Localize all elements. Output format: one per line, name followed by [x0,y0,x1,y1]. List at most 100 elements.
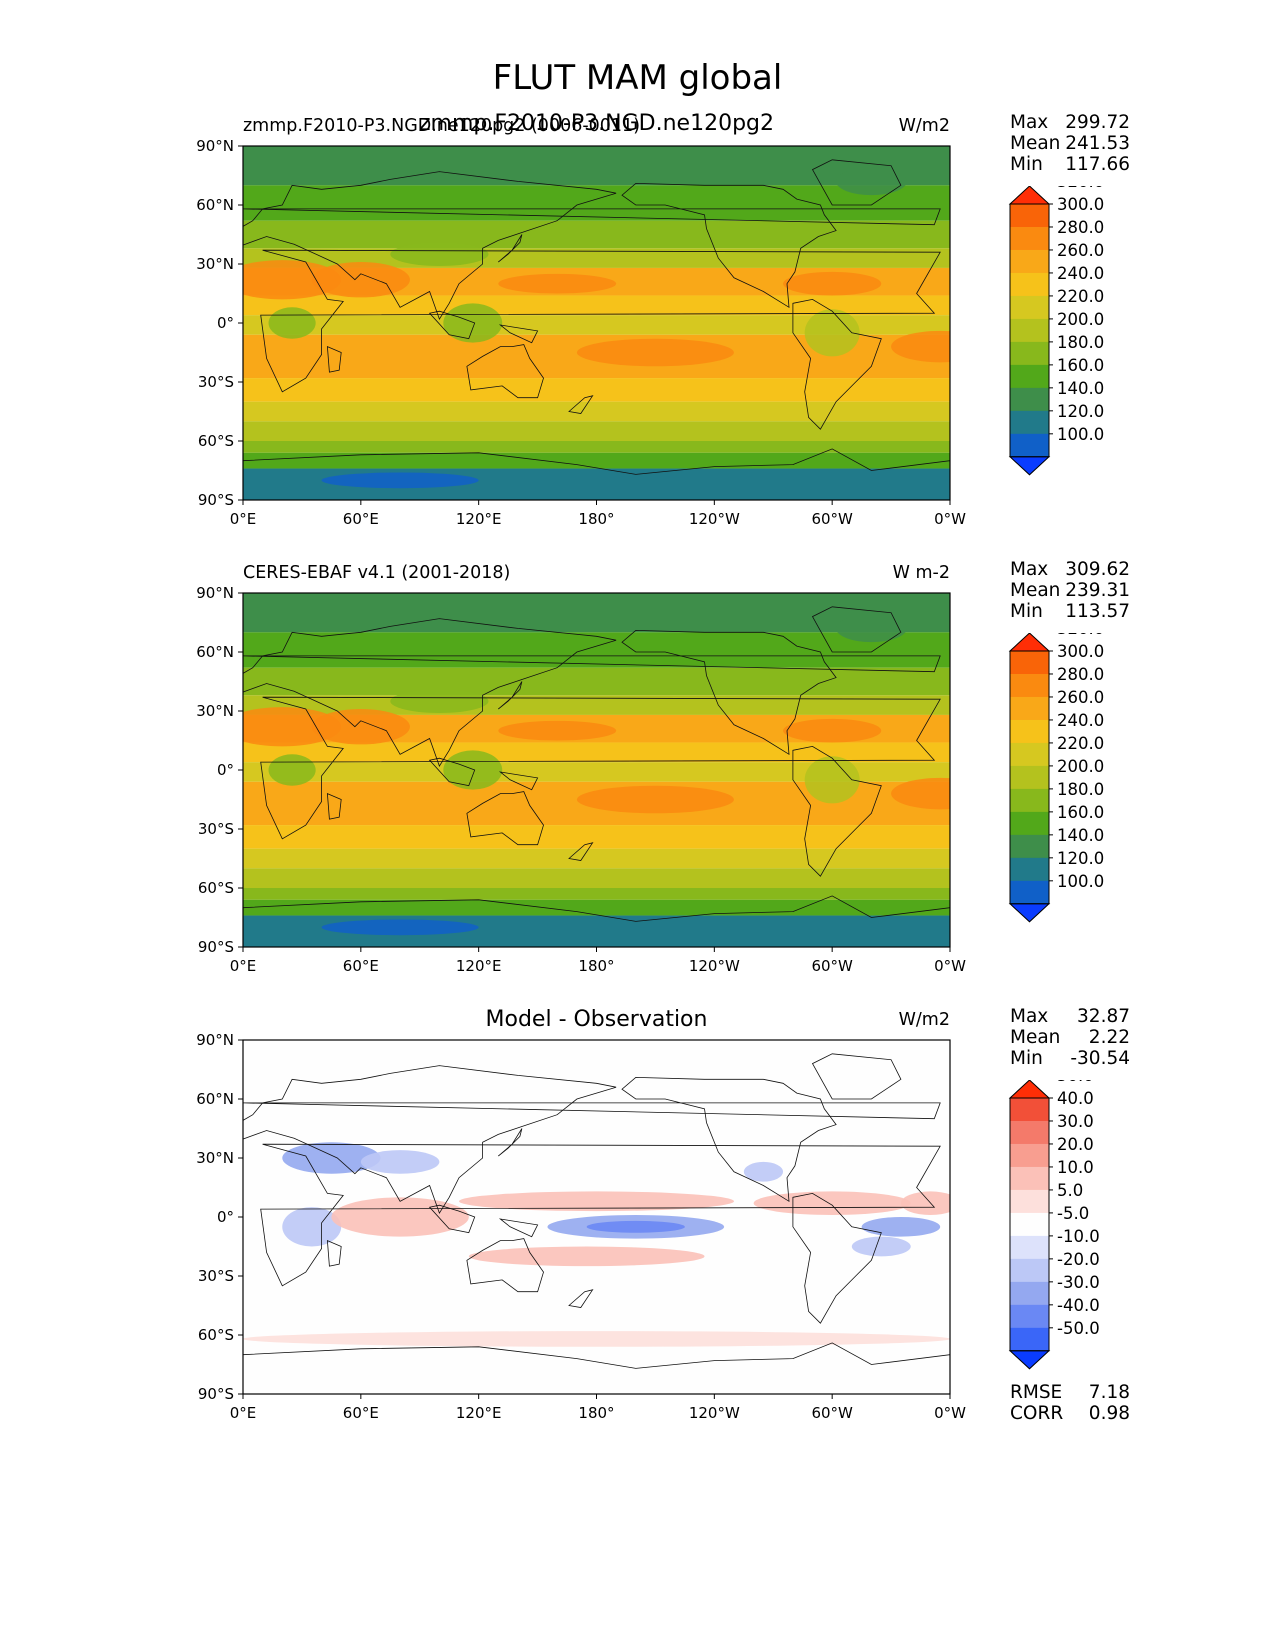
field-band [243,762,950,782]
colorbar-segment [1010,673,1049,698]
colorbar-level-label: -20.0 [1057,1250,1100,1269]
colorbar-level-label: 5.0 [1057,1181,1083,1200]
colorbar-segment [1010,341,1049,366]
coastline [243,655,941,673]
field-patch [498,720,617,741]
coastline [498,234,523,263]
y-tick-label: 0° [217,761,234,779]
colorbar-level-label: 20.0 [1057,1135,1094,1154]
map-field [243,593,950,947]
field-band [243,315,950,335]
coastline [568,395,594,414]
y-tick-label: 30°N [196,255,234,273]
field-patch [311,262,410,298]
field-patch [321,919,479,936]
metric-label: CORR [1010,1403,1064,1424]
colorbar-segment [1010,1327,1049,1352]
colorbar-segment [1010,788,1049,813]
field-patch [468,1246,705,1267]
colorbar-level-label: 160.0 [1057,356,1104,375]
field-patch [753,1191,911,1216]
colorbar-segment [1010,433,1049,458]
field-patch [851,1236,911,1257]
stat-value: 117.66 [1065,154,1130,175]
field-patch [243,260,342,300]
colorbar-segment [1010,1258,1049,1283]
field-band [243,401,950,422]
field-patch [861,1217,941,1237]
x-tick-label: 0°E [230,1404,257,1422]
y-tick-label: 90°S [198,1385,234,1403]
coastline [621,182,837,309]
colorbar-level-label: 100.0 [1057,425,1104,444]
coastline [498,771,539,791]
x-tick-label: 60°W [811,1404,853,1422]
colorbar-segment [1010,1281,1049,1306]
x-tick-label: 120°E [456,510,502,528]
x-tick-label: 120°W [689,957,740,975]
coastline [260,1143,941,1287]
coastline [260,249,941,393]
stat-label: Mean [1010,580,1061,601]
colorbar-segment [1010,1098,1049,1122]
field-band [243,295,950,316]
field-patch [268,754,316,786]
colorbar-level-label: -5.0 [1057,1204,1089,1223]
coastline [811,1053,902,1100]
colorbar-level-label: 300.0 [1057,195,1104,214]
coastline [326,345,342,373]
field-patch [891,777,950,810]
field-band [243,185,950,221]
colorbar-segment [1010,765,1049,790]
field-band [243,848,950,869]
colorbar-segment [1010,1189,1049,1214]
colorbar-segment [1010,742,1049,767]
field-band [243,441,950,453]
coastline [243,618,617,768]
stat-label: Mean [1010,1027,1061,1048]
colorbar-level-label: 160.0 [1057,803,1104,822]
colorbar-level-label: 280.0 [1057,218,1104,237]
stat-value: 241.53 [1065,133,1130,154]
colorbar-segment [1010,880,1049,905]
field-patch [459,1191,734,1212]
colorbar-extend-max [1008,633,1051,652]
y-tick-label: 60°S [198,879,234,897]
field-patch [321,472,479,489]
y-tick-label: 60°N [196,643,234,661]
colorbar: -50.0 -40.0 -30.0 -20.0 -10.0 -5.0 5.0 10.0 20.0… [1008,1080,1100,1370]
coastline [621,629,837,756]
stat-value: 32.87 [1077,1006,1130,1027]
coastline [466,344,544,399]
colorbar-segment [1010,696,1049,721]
colorbar-segment [1010,387,1049,412]
panel-title-units: W/m2 [898,116,950,136]
panel-title-units: W/m2 [898,1010,950,1030]
colorbar-level-label: 140.0 [1057,826,1104,845]
coastline [428,757,476,787]
colorbar-level-label: 50.0 [1057,1080,1094,1085]
colorbar-level-label: 180.0 [1057,333,1104,352]
y-tick-label: 90°N [196,138,234,155]
y-tick-label: 60°N [196,1090,234,1108]
field-band [243,899,950,916]
colorbar-segment [1010,834,1049,859]
coastline [466,791,544,846]
field-band [243,632,950,668]
stat-label: Min [1010,1048,1043,1069]
colorbar-segment [1010,410,1049,435]
x-tick-label: 120°W [689,510,740,528]
coastline [568,1289,594,1308]
colorbar-segment [1010,1143,1049,1168]
field-band [243,888,950,900]
colorbar-segment [1010,1304,1049,1329]
field-patch [243,1331,950,1347]
field-band [243,742,950,763]
colorbar-segment [1010,1212,1049,1237]
field-band [243,825,950,849]
colorbar-level-label: 200.0 [1057,757,1104,776]
y-tick-label: 90°N [196,585,234,602]
y-tick-label: 0° [217,314,234,332]
coastline [498,324,539,344]
field-patch [804,756,860,804]
